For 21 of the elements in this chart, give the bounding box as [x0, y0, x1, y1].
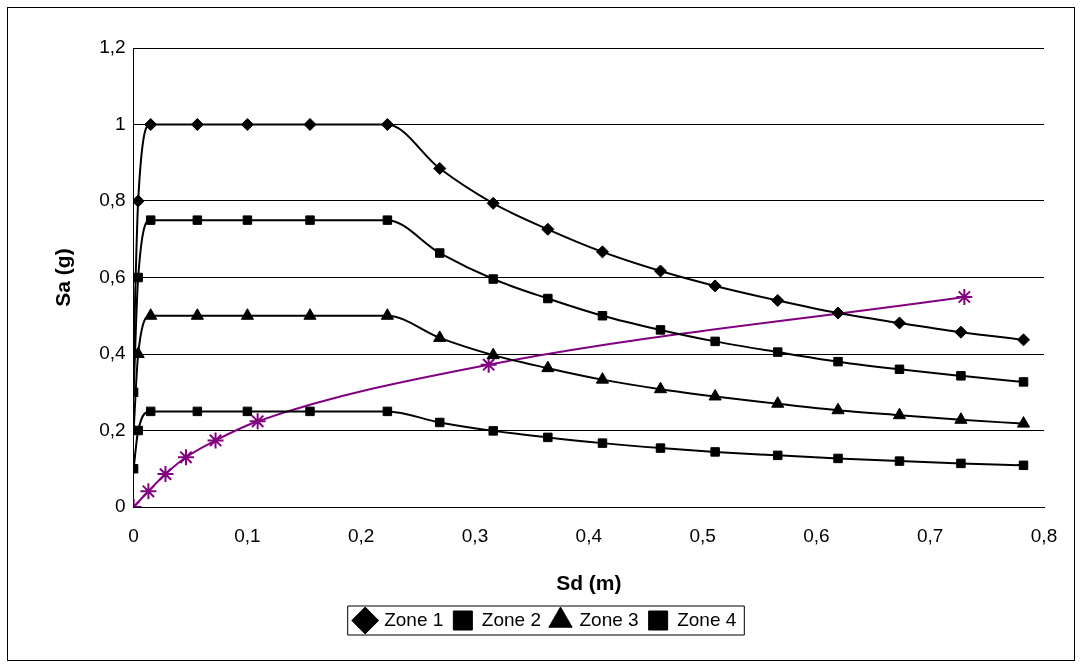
y-tick-label: 0,4 — [99, 342, 127, 364]
x-tick-label: 0,8 — [1030, 524, 1058, 546]
x-tick-label: 0,2 — [348, 524, 375, 546]
x-tick-label: 0,3 — [461, 524, 489, 546]
x-tick-label: 0,6 — [803, 524, 830, 546]
x-tick-label: 0,4 — [575, 524, 603, 546]
legend-label: Zone 1 — [384, 608, 444, 630]
y-axis-title: Sa (g) — [51, 248, 75, 307]
x-tick-label: 0,1 — [234, 524, 261, 546]
y-tick-label: 0,8 — [99, 189, 126, 211]
y-tick-label: 1,2 — [99, 36, 126, 58]
y-tick-label: 0,6 — [99, 265, 126, 287]
x-tick-label: 0,5 — [689, 524, 716, 546]
legend-label: Zone 4 — [677, 608, 737, 630]
y-tick-label: 0,2 — [99, 418, 126, 440]
legend-label: Zone 3 — [579, 608, 639, 630]
y-tick-label: 0 — [115, 495, 126, 517]
x-axis-title: Sd (m) — [556, 571, 622, 595]
x-tick-label: 0,7 — [916, 524, 944, 546]
y-tick-label: 1 — [115, 112, 126, 134]
legend-label: Zone 2 — [481, 608, 541, 630]
